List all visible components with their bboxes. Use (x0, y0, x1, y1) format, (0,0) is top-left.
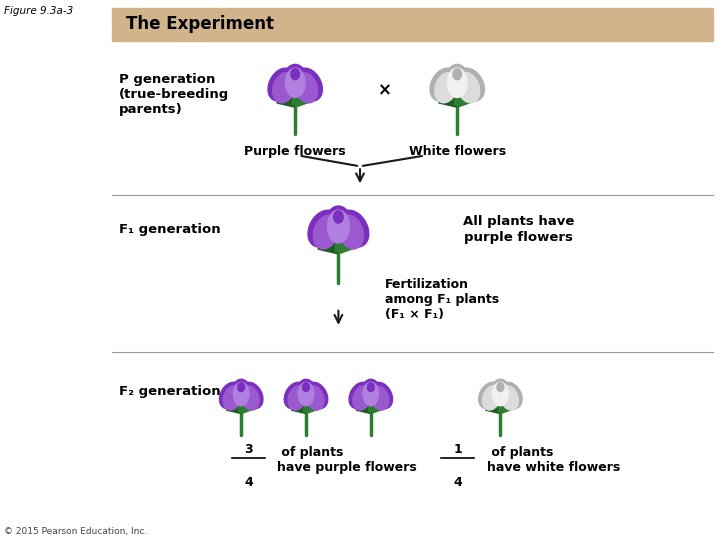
Text: The Experiment: The Experiment (126, 15, 274, 33)
Ellipse shape (288, 386, 306, 410)
Text: Fertilization
among F₁ plants
(F₁ × F₁): Fertilization among F₁ plants (F₁ × F₁) (385, 278, 500, 321)
Ellipse shape (297, 379, 315, 405)
Text: Figure 9.3a-3: Figure 9.3a-3 (4, 6, 73, 17)
Polygon shape (498, 402, 503, 411)
Polygon shape (454, 92, 460, 105)
Ellipse shape (220, 382, 241, 409)
Polygon shape (241, 403, 255, 414)
Ellipse shape (238, 383, 245, 391)
Polygon shape (369, 402, 373, 411)
Ellipse shape (500, 382, 522, 409)
Ellipse shape (325, 206, 351, 241)
Ellipse shape (500, 386, 518, 410)
Ellipse shape (491, 379, 510, 405)
Ellipse shape (353, 386, 371, 410)
Text: Purple flowers: Purple flowers (244, 145, 346, 158)
Polygon shape (457, 94, 474, 107)
Ellipse shape (268, 68, 295, 101)
Ellipse shape (241, 386, 259, 410)
Ellipse shape (497, 383, 504, 391)
Ellipse shape (284, 64, 307, 96)
Polygon shape (439, 95, 457, 107)
Polygon shape (335, 238, 342, 251)
Ellipse shape (338, 210, 369, 247)
Text: F₁ generation: F₁ generation (119, 223, 220, 236)
Ellipse shape (291, 69, 300, 80)
Ellipse shape (328, 210, 349, 243)
Ellipse shape (232, 379, 251, 405)
Polygon shape (306, 403, 320, 414)
Ellipse shape (306, 382, 328, 409)
Ellipse shape (435, 72, 458, 103)
Ellipse shape (479, 382, 500, 409)
Polygon shape (292, 404, 306, 414)
Ellipse shape (294, 72, 318, 103)
Polygon shape (295, 94, 312, 107)
Ellipse shape (363, 382, 379, 406)
Ellipse shape (430, 68, 457, 101)
Ellipse shape (367, 383, 374, 391)
Ellipse shape (295, 68, 323, 101)
Ellipse shape (285, 68, 305, 97)
Ellipse shape (273, 72, 296, 103)
Ellipse shape (223, 386, 241, 410)
Ellipse shape (298, 382, 314, 406)
Ellipse shape (492, 382, 508, 406)
Text: ×: × (378, 81, 392, 99)
Ellipse shape (233, 382, 249, 406)
FancyBboxPatch shape (112, 8, 713, 40)
Polygon shape (239, 402, 243, 411)
Text: © 2015 Pearson Education, Inc.: © 2015 Pearson Education, Inc. (4, 526, 147, 536)
Text: F₂ generation: F₂ generation (119, 385, 220, 398)
Polygon shape (356, 404, 371, 414)
Ellipse shape (453, 69, 462, 80)
Ellipse shape (302, 383, 310, 391)
Text: All plants have
purple flowers: All plants have purple flowers (463, 215, 574, 244)
Text: 4: 4 (454, 476, 462, 489)
Ellipse shape (371, 382, 392, 409)
Ellipse shape (308, 210, 338, 247)
Text: 1: 1 (454, 443, 462, 456)
Text: 3: 3 (244, 443, 253, 456)
Ellipse shape (333, 211, 343, 223)
Ellipse shape (482, 386, 500, 410)
Polygon shape (486, 404, 500, 414)
Polygon shape (371, 403, 384, 414)
Text: of plants
have purple flowers: of plants have purple flowers (277, 446, 417, 474)
Polygon shape (318, 240, 338, 254)
Ellipse shape (338, 215, 364, 249)
Ellipse shape (447, 68, 467, 97)
Polygon shape (304, 402, 308, 411)
Ellipse shape (361, 379, 380, 405)
Ellipse shape (446, 64, 469, 96)
Polygon shape (227, 404, 241, 414)
Ellipse shape (371, 386, 389, 410)
Text: 4: 4 (244, 476, 253, 489)
Polygon shape (276, 95, 295, 107)
Text: P generation
(true-breeding
parents): P generation (true-breeding parents) (119, 73, 229, 116)
Ellipse shape (349, 382, 371, 409)
Polygon shape (338, 239, 358, 254)
Ellipse shape (241, 382, 263, 409)
Ellipse shape (457, 68, 485, 101)
Ellipse shape (284, 382, 306, 409)
Text: of plants
have white flowers: of plants have white flowers (487, 446, 620, 474)
Ellipse shape (313, 215, 339, 249)
Ellipse shape (456, 72, 480, 103)
Polygon shape (292, 92, 298, 105)
Text: White flowers: White flowers (409, 145, 505, 158)
Polygon shape (500, 403, 514, 414)
Ellipse shape (306, 386, 324, 410)
